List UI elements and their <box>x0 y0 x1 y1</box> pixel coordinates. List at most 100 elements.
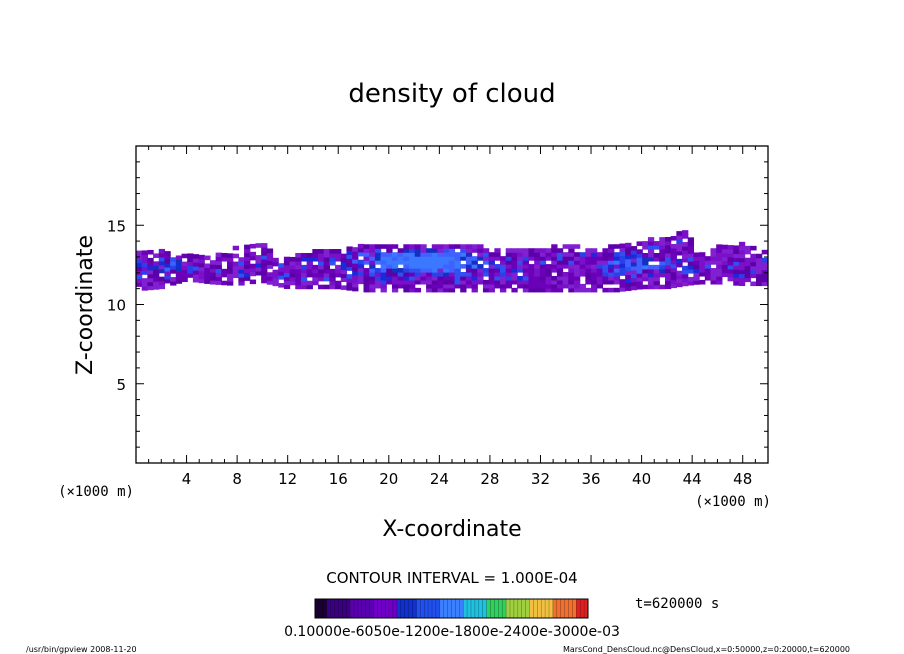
cloud-cell <box>591 287 598 293</box>
cloud-cell <box>556 268 564 273</box>
cloud-cell <box>721 268 729 274</box>
cloud-cell <box>192 273 200 279</box>
cloud-cell <box>500 279 507 285</box>
cloud-cell <box>431 248 439 253</box>
cloud-cell <box>426 275 433 281</box>
cloud-cell <box>346 282 353 287</box>
cloud-cell <box>374 268 382 273</box>
cloud-cell <box>261 270 268 276</box>
cloud-cell <box>642 268 649 274</box>
colorbar-swatch <box>486 599 491 618</box>
colorbar-swatch <box>420 599 425 618</box>
cloud-cell <box>181 269 188 275</box>
y-tick-label: 15 <box>107 217 126 235</box>
cloud-cell <box>443 275 450 281</box>
cloud-cell <box>158 260 166 266</box>
cloud-cell <box>591 248 598 253</box>
cloud-cell <box>431 268 439 273</box>
cloud-cell <box>727 272 734 278</box>
cloud-cell <box>192 269 200 275</box>
cloud-cell <box>295 268 302 274</box>
cloud-cell <box>437 279 444 285</box>
cloud-cell <box>647 272 655 278</box>
cloud-cell <box>232 273 239 279</box>
x-tick-label: 40 <box>632 470 651 488</box>
cloud-cell <box>494 248 501 253</box>
cloud-cell <box>136 258 143 264</box>
cloud-cell <box>704 272 712 277</box>
cloud-cell <box>181 273 188 279</box>
cloud-cell <box>352 282 359 288</box>
cloud-cell <box>448 244 456 249</box>
cloud-cell <box>352 270 359 276</box>
cloud-cell <box>323 268 330 274</box>
cloud-cell <box>335 284 342 290</box>
cloud-cell <box>460 244 467 249</box>
colorbar-swatch <box>432 599 437 618</box>
cloud-cell <box>727 264 734 270</box>
colorbar-swatch <box>369 599 374 618</box>
cloud-cell <box>568 252 575 257</box>
cloud-cell <box>573 279 581 285</box>
cloud-cell <box>318 264 325 270</box>
cloud-cell <box>409 252 416 257</box>
x-tick-label: 32 <box>531 470 550 488</box>
cloud-cell <box>352 278 359 284</box>
cloud-cell <box>187 257 194 262</box>
cloud-cell <box>244 268 251 273</box>
cloud-cell <box>596 283 604 289</box>
cloud-cell <box>391 279 399 285</box>
cloud-cell <box>335 272 342 278</box>
cloud-cell <box>153 273 160 278</box>
cloud-cell <box>198 262 205 268</box>
cloud-cell <box>608 260 615 265</box>
cloud-cell <box>699 272 706 277</box>
cloud-cell <box>175 255 183 261</box>
cloud-cell <box>750 253 757 259</box>
cloud-cell <box>318 272 325 278</box>
cloud-cell <box>437 272 444 277</box>
cloud-cell <box>630 269 638 275</box>
cloud-cell <box>647 256 655 262</box>
cloud-cell <box>175 267 183 272</box>
cloud-cell <box>300 272 308 278</box>
cloud-cell <box>573 272 581 277</box>
cloud-cell <box>545 252 552 257</box>
cloud-cell <box>283 280 291 286</box>
cloud-cell <box>471 287 478 293</box>
cloud-cell <box>409 283 416 289</box>
cloud-cell <box>505 248 513 253</box>
cloud-cell <box>403 275 410 281</box>
cloud-cell <box>716 248 723 253</box>
cloud-cell <box>300 276 308 282</box>
x-unit-label-right: (×1000 m) <box>695 494 771 510</box>
cloud-cell <box>505 272 513 277</box>
cloud-cell <box>539 256 547 261</box>
cloud-cell <box>682 249 689 255</box>
colorbar-swatch <box>510 599 515 618</box>
cloud-cell <box>357 267 365 273</box>
cloud-cell <box>158 280 166 286</box>
cloud-cell <box>676 239 683 244</box>
cloud-cell <box>431 287 439 293</box>
cloud-cell <box>158 264 166 270</box>
colorbar-swatch <box>326 599 331 618</box>
cloud-cell <box>289 280 296 286</box>
cloud-cell <box>517 256 524 261</box>
cloud-cell <box>147 257 154 263</box>
cloud-cell <box>477 256 484 261</box>
cloud-cell <box>522 283 530 289</box>
cloud-cell <box>471 260 478 265</box>
cloud-cell <box>579 264 586 269</box>
cloud-cell <box>710 248 717 253</box>
cloud-cell <box>409 272 416 277</box>
cloud-cell <box>517 264 524 269</box>
cloud-cell <box>664 280 672 286</box>
cloud-cell <box>431 252 439 257</box>
cloud-cell <box>562 279 569 285</box>
cloud-cell <box>676 270 683 276</box>
colorbar-swatch <box>428 599 433 618</box>
cloud-cell <box>409 264 416 269</box>
cloud-cell <box>306 268 313 274</box>
cloud-cell <box>363 248 370 253</box>
